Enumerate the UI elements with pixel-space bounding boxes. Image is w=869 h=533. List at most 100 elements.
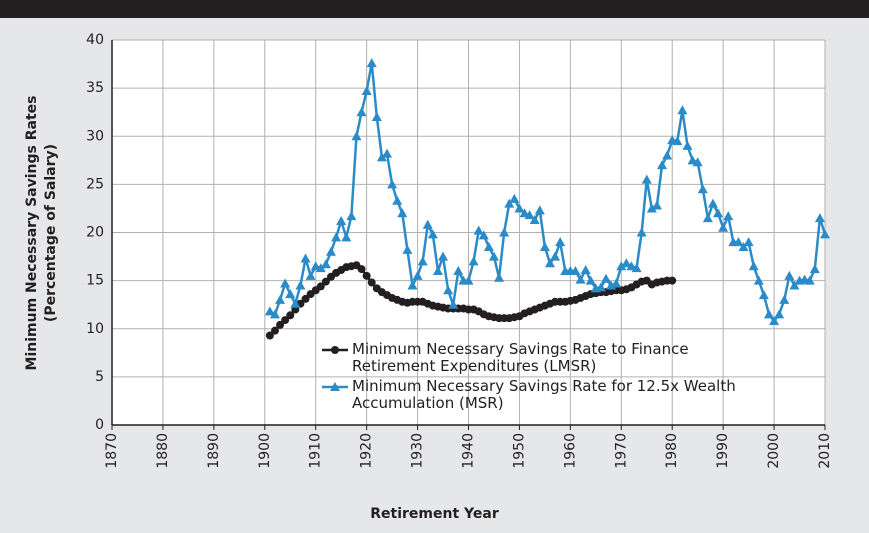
data-point <box>616 261 627 271</box>
data-point <box>356 107 367 117</box>
data-point <box>784 270 795 280</box>
x-tick-label: 2010 <box>817 433 833 469</box>
data-point <box>361 86 372 96</box>
data-point <box>387 179 398 189</box>
data-point <box>707 198 718 208</box>
data-point <box>748 261 759 271</box>
data-point <box>657 160 668 170</box>
data-point <box>550 251 561 261</box>
data-point <box>305 270 316 280</box>
legend-marker <box>331 346 339 354</box>
y-tick-label: 40 <box>86 32 104 48</box>
data-point <box>718 222 729 232</box>
data-point <box>570 266 581 275</box>
data-point <box>269 309 280 319</box>
data-point <box>580 265 591 275</box>
data-point <box>453 266 464 275</box>
data-point <box>646 203 657 213</box>
y-tick-label: 5 <box>95 369 104 385</box>
x-tick-label: 1950 <box>511 433 527 469</box>
data-point <box>733 237 744 247</box>
data-point <box>331 232 342 242</box>
y-tick-label: 35 <box>86 80 104 96</box>
x-tick-label: 1890 <box>206 433 222 469</box>
data-point <box>357 265 366 274</box>
data-point <box>804 275 815 285</box>
x-tick-label: 1910 <box>308 433 324 469</box>
data-point <box>438 251 449 261</box>
data-point <box>336 215 347 225</box>
data-point <box>376 152 387 162</box>
data-point <box>738 241 749 251</box>
x-tick-label: 1870 <box>104 433 120 469</box>
data-point <box>412 270 423 280</box>
data-point <box>286 311 295 320</box>
legend-label: Minimum Necessary Savings Rate to Financ… <box>352 340 689 375</box>
data-point <box>774 309 785 319</box>
y-tick-label: 0 <box>95 417 104 433</box>
x-tick-label: 1940 <box>461 433 477 469</box>
data-point <box>534 205 545 215</box>
data-point <box>402 244 413 254</box>
data-point <box>514 203 525 213</box>
data-point <box>677 105 688 115</box>
data-point <box>483 241 494 251</box>
data-point <box>367 278 376 287</box>
data-point <box>351 131 362 141</box>
data-point <box>544 258 555 268</box>
data-point <box>315 263 326 273</box>
data-point <box>346 211 357 221</box>
data-point <box>295 280 306 290</box>
data-point <box>621 258 632 268</box>
data-point <box>382 148 393 158</box>
data-point <box>529 214 540 224</box>
header-bar <box>0 0 869 18</box>
data-point <box>585 275 596 285</box>
data-point <box>366 58 377 68</box>
data-point <box>397 208 408 218</box>
data-point <box>280 278 291 288</box>
data-point <box>509 193 520 203</box>
data-point <box>753 275 764 285</box>
data-point <box>281 316 290 325</box>
x-tick-label: 1930 <box>410 433 426 469</box>
x-tick-label: 1990 <box>715 433 731 469</box>
data-point <box>809 264 820 274</box>
data-point <box>325 246 336 256</box>
data-point <box>636 227 647 237</box>
data-point <box>504 198 515 208</box>
data-point <box>814 213 825 223</box>
data-point <box>713 208 724 218</box>
x-tick-label: 1880 <box>155 433 171 469</box>
data-point <box>316 282 325 291</box>
data-point <box>371 112 382 121</box>
data-point <box>758 290 769 300</box>
data-point <box>300 253 311 263</box>
y-axis-label: Minimum Necessary Savings Rates (Percent… <box>24 95 59 371</box>
legend-label: Minimum Necessary Savings Rate for 12.5x… <box>352 377 736 412</box>
data-point <box>362 271 371 280</box>
data-point <box>611 278 622 288</box>
data-point <box>743 237 754 247</box>
y-tick-label: 15 <box>86 273 104 289</box>
data-point <box>651 200 662 210</box>
data-point <box>270 326 279 335</box>
x-tick-label: 1980 <box>664 433 680 469</box>
legend-marker <box>330 382 340 391</box>
data-point <box>448 299 459 309</box>
data-point <box>763 309 774 319</box>
x-tick-label: 2000 <box>766 433 782 469</box>
data-point <box>595 282 606 292</box>
data-point <box>601 273 612 283</box>
x-axis-label: Retirement Year <box>370 506 499 522</box>
x-tick-label: 1900 <box>257 433 273 469</box>
data-point <box>702 213 713 223</box>
y-tick-label: 30 <box>86 128 104 144</box>
data-point <box>723 211 734 221</box>
data-point <box>668 276 677 285</box>
data-point <box>692 157 703 167</box>
data-point <box>341 232 352 242</box>
data-point <box>407 280 418 290</box>
